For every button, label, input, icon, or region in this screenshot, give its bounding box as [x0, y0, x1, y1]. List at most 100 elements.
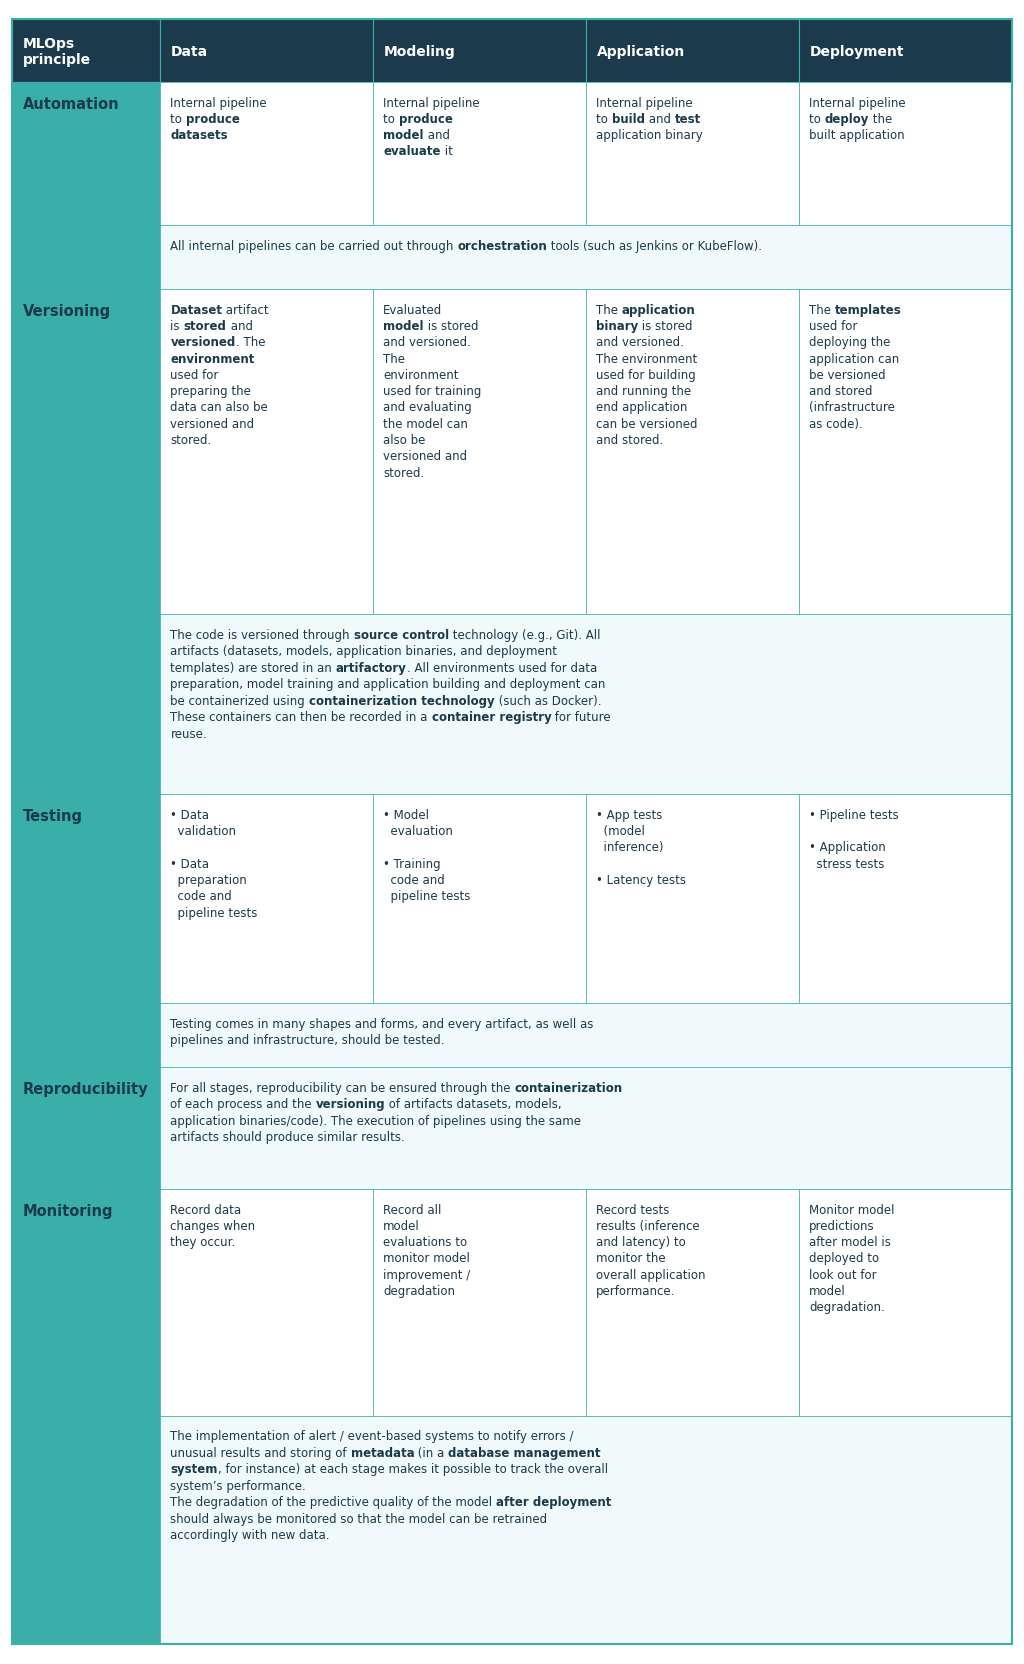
Text: to: to	[809, 113, 824, 126]
Text: The implementation of alert / event-based systems to notify errors /: The implementation of alert / event-base…	[170, 1429, 573, 1443]
Text: environment: environment	[383, 369, 459, 381]
Text: source control: source control	[353, 629, 449, 641]
Text: system: system	[170, 1463, 218, 1476]
Bar	[799, 20, 1012, 83]
Text: is stored: is stored	[638, 319, 693, 333]
Text: of artifacts datasets, models,: of artifacts datasets, models,	[385, 1098, 562, 1110]
Text: . All environments used for data: . All environments used for data	[407, 661, 597, 674]
Text: and latency) to: and latency) to	[596, 1235, 686, 1248]
Text: containerization technology: containerization technology	[309, 694, 495, 707]
Text: The degradation of the predictive quality of the model: The degradation of the predictive qualit…	[170, 1496, 497, 1508]
Text: application can: application can	[809, 353, 899, 366]
Bar	[373, 1190, 586, 1416]
Bar	[160, 795, 373, 1003]
Text: containerization: containerization	[515, 1082, 623, 1093]
Text: model: model	[383, 130, 424, 141]
Bar	[160, 20, 373, 83]
Bar	[12, 20, 160, 83]
Text: metadata: metadata	[350, 1446, 415, 1459]
Text: improvement /: improvement /	[383, 1268, 471, 1281]
Text: the model can: the model can	[383, 418, 468, 431]
Bar	[586, 1190, 799, 1416]
Bar	[12, 1003, 160, 1068]
Bar	[12, 83, 160, 226]
Text: the: the	[869, 113, 892, 126]
Text: also be: also be	[383, 434, 426, 446]
Bar	[799, 795, 1012, 1003]
Text: preparation: preparation	[170, 874, 247, 887]
Text: MLOps
principle: MLOps principle	[23, 37, 91, 67]
Text: monitor model: monitor model	[383, 1251, 470, 1265]
Text: data can also be: data can also be	[170, 401, 268, 414]
Text: versioned and: versioned and	[170, 418, 255, 431]
Text: after deployment: after deployment	[497, 1496, 611, 1508]
Text: and evaluating: and evaluating	[383, 401, 472, 414]
Text: model: model	[383, 1220, 420, 1231]
Text: look out for: look out for	[809, 1268, 877, 1281]
Text: (such as Docker).: (such as Docker).	[495, 694, 601, 707]
Text: to: to	[383, 113, 399, 126]
Text: datasets: datasets	[170, 130, 228, 141]
Bar	[12, 1416, 160, 1644]
Text: is: is	[170, 319, 183, 333]
Bar	[12, 616, 160, 795]
Text: application binaries/code). The execution of pipelines using the same: application binaries/code). The executio…	[170, 1113, 582, 1127]
Text: results (inference: results (inference	[596, 1220, 699, 1231]
Text: templates: templates	[835, 303, 901, 316]
Text: is stored: is stored	[424, 319, 478, 333]
Text: tools (such as Jenkins or KubeFlow).: tools (such as Jenkins or KubeFlow).	[547, 240, 762, 253]
Text: • Data: • Data	[170, 809, 210, 822]
Text: model: model	[383, 319, 424, 333]
Text: binary: binary	[596, 319, 638, 333]
Text: pipelines and infrastructure, should be tested.: pipelines and infrastructure, should be …	[170, 1033, 445, 1047]
Bar	[799, 290, 1012, 616]
Text: they occur.: they occur.	[170, 1235, 236, 1248]
Bar	[373, 20, 586, 83]
Text: technology (e.g., Git). All: technology (e.g., Git). All	[449, 629, 600, 641]
Text: Modeling: Modeling	[384, 45, 456, 58]
Text: evaluations to: evaluations to	[383, 1235, 467, 1248]
Text: after model is: after model is	[809, 1235, 891, 1248]
Text: be containerized using: be containerized using	[170, 694, 309, 707]
Text: These containers can then be recorded in a: These containers can then be recorded in…	[170, 711, 431, 724]
Text: • Model: • Model	[383, 809, 429, 822]
Text: and: and	[424, 130, 450, 141]
Bar	[160, 83, 373, 226]
Text: orchestration: orchestration	[458, 240, 547, 253]
Text: accordingly with new data.: accordingly with new data.	[170, 1528, 330, 1541]
Bar	[799, 1190, 1012, 1416]
Text: . The: . The	[236, 336, 265, 349]
Text: Record tests: Record tests	[596, 1203, 670, 1216]
Bar	[586, 20, 799, 83]
Text: • Application: • Application	[809, 840, 886, 854]
Text: used for: used for	[170, 369, 219, 381]
Text: should always be monitored so that the model can be retrained: should always be monitored so that the m…	[170, 1511, 548, 1524]
Text: artifactory: artifactory	[336, 661, 407, 674]
Text: • Latency tests: • Latency tests	[596, 874, 686, 887]
Text: stored.: stored.	[170, 434, 212, 446]
Text: Data: Data	[171, 45, 208, 58]
Text: stress tests: stress tests	[809, 857, 885, 870]
Text: and stored: and stored	[809, 384, 872, 398]
Text: The: The	[809, 303, 835, 316]
Text: to: to	[596, 113, 611, 126]
Text: Reproducibility: Reproducibility	[23, 1082, 148, 1097]
Bar	[373, 83, 586, 226]
Text: and: and	[226, 319, 253, 333]
Text: can be versioned: can be versioned	[596, 418, 697, 431]
Text: used for training: used for training	[383, 384, 481, 398]
Text: For all stages, reproducibility can be ensured through the: For all stages, reproducibility can be e…	[170, 1082, 515, 1093]
Text: code and: code and	[170, 890, 232, 902]
Text: end application: end application	[596, 401, 687, 414]
Text: build: build	[611, 113, 645, 126]
Bar	[12, 795, 160, 1003]
Bar	[160, 1003, 1012, 1068]
Text: • App tests: • App tests	[596, 809, 663, 822]
Text: inference): inference)	[596, 840, 664, 854]
Text: The: The	[596, 303, 622, 316]
Text: artifacts (datasets, models, application binaries, and deployment: artifacts (datasets, models, application…	[170, 646, 557, 657]
Text: The code is versioned through: The code is versioned through	[170, 629, 353, 641]
Text: pipeline tests: pipeline tests	[170, 905, 258, 919]
Text: evaluation: evaluation	[383, 825, 454, 837]
Text: and running the: and running the	[596, 384, 691, 398]
